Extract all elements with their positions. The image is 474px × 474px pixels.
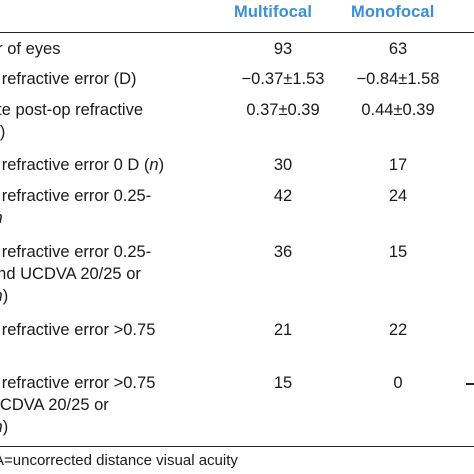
row-label: p refractive error >0.75 <box>0 321 156 339</box>
row-label: p refractive error 0.25-(n <box>0 187 152 227</box>
table-footnote: A=uncorrected distance visual acuity <box>0 452 238 469</box>
bottom-rule <box>0 446 474 447</box>
row-label: ute post-op refractiveD) <box>0 101 143 141</box>
multifocal-value: 42 <box>273 187 293 205</box>
multifocal-value: 93 <box>273 40 293 58</box>
column-header-multifocal: Multifocal <box>234 3 312 21</box>
column-header-monofocal: Monofocal <box>351 3 435 21</box>
monofocal-value: 22 <box>388 321 408 339</box>
row-label: p refractive error 0.25- and UCDVA 20/25 … <box>0 243 152 305</box>
row-label: p refractive error (D) <box>0 70 137 88</box>
multifocal-value: 36 <box>273 243 293 261</box>
multifocal-value: 15 <box>273 374 293 392</box>
monofocal-value: 0.44±0.39 <box>361 101 435 119</box>
monofocal-value: 17 <box>388 156 408 174</box>
monofocal-value: −0.84±1.58 <box>356 70 440 88</box>
row-label: p refractive error 0 D (n) <box>0 156 165 174</box>
monofocal-value: 24 <box>388 187 408 205</box>
multifocal-value: 21 <box>273 321 293 339</box>
header-rule <box>0 32 474 33</box>
monofocal-value: 63 <box>388 40 408 58</box>
row-label: er of eyes <box>0 40 61 58</box>
multifocal-value: −0.37±1.53 <box>241 70 325 88</box>
monofocal-value: 15 <box>388 243 408 261</box>
cropped-dash <box>466 383 474 385</box>
multifocal-value: 30 <box>273 156 293 174</box>
monofocal-value: 0 <box>393 374 403 392</box>
multifocal-value: 0.37±0.39 <box>246 101 320 119</box>
